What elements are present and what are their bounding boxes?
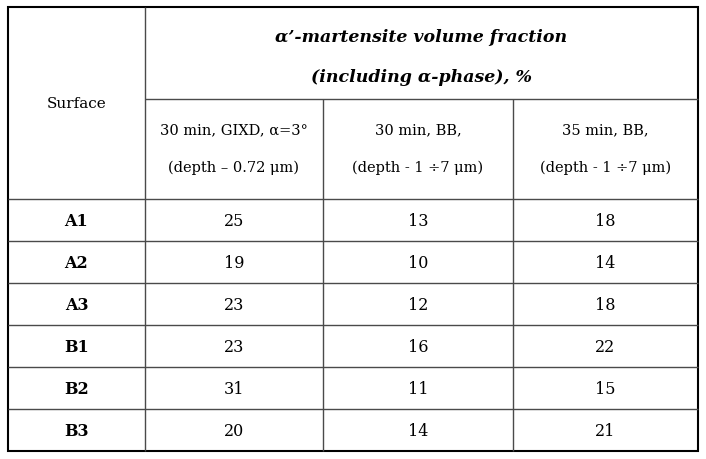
Text: 15: 15 bbox=[595, 380, 616, 397]
Text: (depth – 0.72 μm): (depth – 0.72 μm) bbox=[169, 161, 299, 175]
Text: 14: 14 bbox=[595, 254, 616, 271]
Text: 25: 25 bbox=[224, 212, 244, 229]
Text: 14: 14 bbox=[408, 421, 428, 438]
Text: 22: 22 bbox=[595, 338, 616, 355]
Text: 16: 16 bbox=[408, 338, 429, 355]
Text: 10: 10 bbox=[408, 254, 428, 271]
Text: B3: B3 bbox=[64, 421, 89, 438]
Text: 23: 23 bbox=[224, 296, 244, 313]
Text: 31: 31 bbox=[224, 380, 244, 397]
Text: Surface: Surface bbox=[47, 97, 107, 111]
Text: (including α-phase), %: (including α-phase), % bbox=[311, 68, 532, 85]
Text: 35 min, BB,: 35 min, BB, bbox=[562, 123, 649, 137]
Text: (depth - 1 ÷7 μm): (depth - 1 ÷7 μm) bbox=[540, 161, 671, 175]
Text: 18: 18 bbox=[595, 212, 616, 229]
Text: B1: B1 bbox=[64, 338, 89, 355]
Text: 23: 23 bbox=[224, 338, 244, 355]
Text: 30 min, BB,: 30 min, BB, bbox=[375, 123, 462, 137]
Text: 11: 11 bbox=[408, 380, 429, 397]
Text: α’-martensite volume fraction: α’-martensite volume fraction bbox=[275, 29, 568, 46]
Text: 13: 13 bbox=[408, 212, 429, 229]
Text: (depth - 1 ÷7 μm): (depth - 1 ÷7 μm) bbox=[352, 161, 484, 175]
Text: 21: 21 bbox=[595, 421, 616, 438]
Text: 20: 20 bbox=[224, 421, 244, 438]
Text: A1: A1 bbox=[65, 212, 88, 229]
Text: A2: A2 bbox=[65, 254, 88, 271]
Text: B2: B2 bbox=[64, 380, 89, 397]
Text: 18: 18 bbox=[595, 296, 616, 313]
Text: 12: 12 bbox=[408, 296, 428, 313]
Text: 19: 19 bbox=[224, 254, 244, 271]
Text: 30 min, GIXD, α=3°: 30 min, GIXD, α=3° bbox=[160, 123, 308, 137]
Text: A3: A3 bbox=[65, 296, 88, 313]
